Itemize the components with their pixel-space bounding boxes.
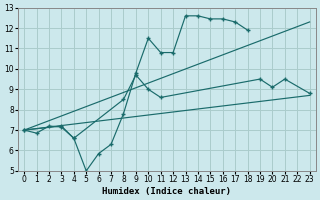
X-axis label: Humidex (Indice chaleur): Humidex (Indice chaleur) (102, 187, 231, 196)
